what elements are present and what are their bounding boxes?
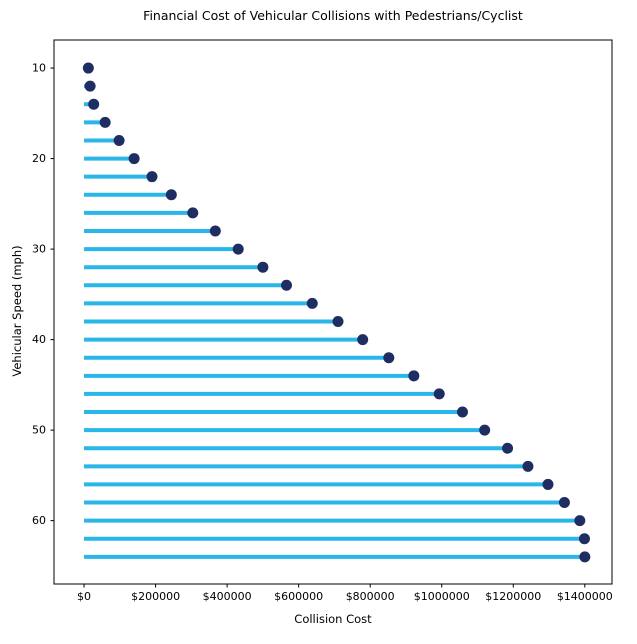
cost-dot — [84, 80, 96, 92]
cost-dot — [82, 62, 94, 74]
x-tick-label: $800000 — [346, 590, 395, 603]
cost-dot — [187, 207, 199, 219]
cost-dot — [332, 316, 344, 328]
cost-dot — [357, 334, 369, 346]
cost-dot — [99, 116, 111, 128]
cost-dot — [578, 533, 590, 545]
cost-dot — [542, 478, 554, 490]
cost-dot — [408, 370, 420, 382]
cost-dot — [502, 442, 514, 454]
cost-dot — [281, 279, 292, 291]
x-axis-label: Collision Cost — [294, 612, 372, 626]
cost-dot — [232, 243, 244, 255]
cost-dot — [456, 406, 468, 418]
cost-dot — [479, 424, 491, 436]
x-tick-label: $400000 — [203, 590, 252, 603]
x-tick-label: $600000 — [274, 590, 323, 603]
x-tick-label: $1200000 — [485, 590, 541, 603]
y-tick-label: 30 — [32, 243, 46, 256]
cost-dot — [433, 388, 445, 400]
x-tick-label: $200000 — [131, 590, 180, 603]
x-tick-label: $1000000 — [414, 590, 470, 603]
cost-dot — [165, 189, 177, 201]
x-tick-label: $1400000 — [557, 590, 613, 603]
y-tick-label: 20 — [32, 152, 46, 165]
chart-title: Financial Cost of Vehicular Collisions w… — [143, 8, 523, 23]
cost-dot — [209, 225, 221, 237]
x-tick-label: $0 — [77, 590, 91, 603]
y-tick-label: 60 — [32, 514, 46, 527]
cost-dot — [574, 515, 586, 527]
cost-dot — [257, 261, 269, 273]
y-tick-label: 40 — [32, 333, 46, 346]
cost-dot — [522, 460, 534, 472]
cost-dot — [579, 551, 591, 563]
cost-dot — [306, 297, 318, 309]
y-axis-label: Vehicular Speed (mph) — [10, 245, 24, 377]
cost-dot — [128, 153, 140, 165]
plot-border — [53, 39, 613, 585]
y-tick-label: 50 — [32, 424, 46, 437]
cost-dot — [146, 171, 158, 183]
cost-dot — [383, 352, 395, 364]
y-tick-label: 10 — [32, 62, 46, 75]
cost-dot — [113, 134, 125, 146]
cost-dot — [558, 497, 570, 509]
cost-dot — [88, 98, 100, 110]
